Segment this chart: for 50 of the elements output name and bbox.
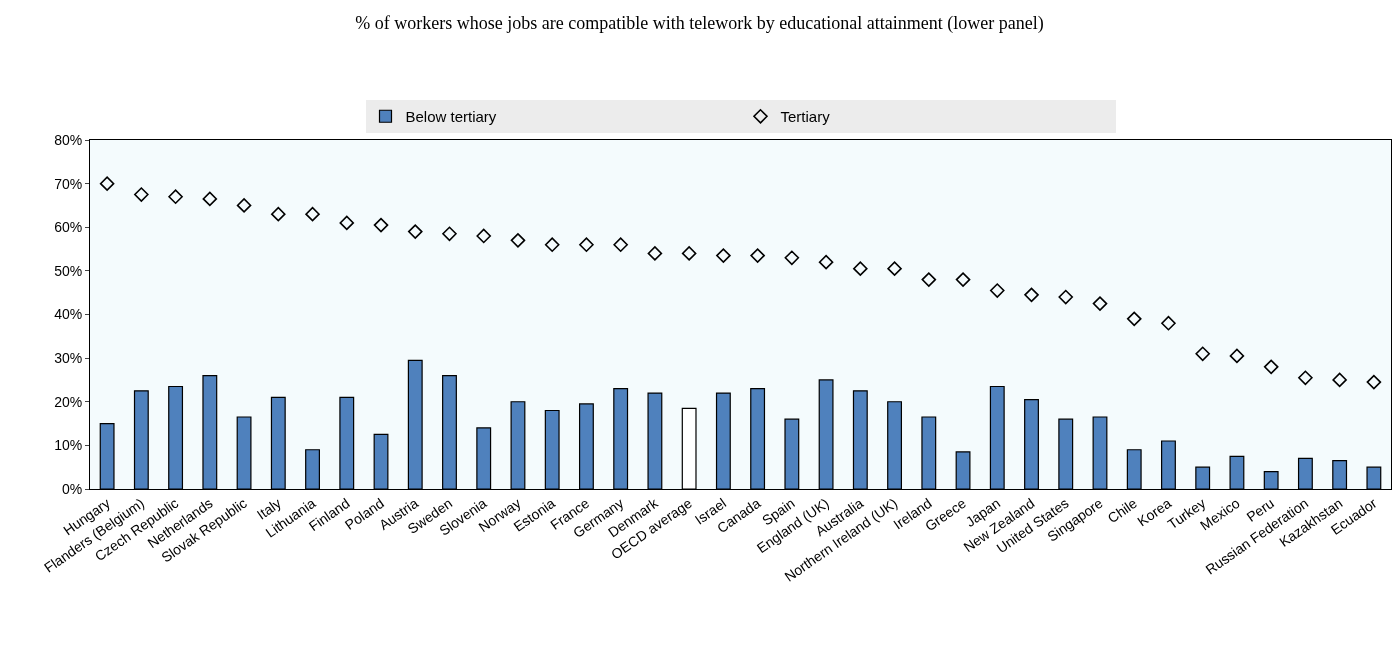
point [134,187,149,202]
point [681,246,697,261]
point [168,189,183,205]
point [1263,359,1279,375]
point [1332,372,1347,388]
y-tick-label: 30% [54,350,83,367]
y-tick-label: 0% [61,480,83,497]
point [1161,315,1176,331]
point [955,272,971,287]
point [579,237,594,252]
point [989,283,1005,298]
y-tick-label: 20% [54,393,83,410]
legend-label: Below tertiary [405,108,497,126]
point [1024,287,1039,303]
y-tick-label: 50% [54,262,83,279]
point [1092,296,1108,311]
point [476,228,492,244]
point [510,233,526,248]
point [647,246,663,261]
point [373,217,389,233]
point [544,237,560,252]
y-tick-label: 80% [54,131,83,148]
point [305,206,320,222]
y-tick-label: 60% [54,219,83,236]
point [236,198,252,213]
point [613,237,628,252]
point [1366,374,1382,390]
point [271,206,286,222]
point [339,215,355,231]
point [1195,346,1210,362]
y-tick-label: 70% [54,175,83,192]
y-tick-label: 40% [54,306,83,323]
point [202,191,218,207]
point [887,261,902,276]
legend-label: Tertiary [780,108,831,126]
point [1229,348,1245,364]
point [1126,311,1142,327]
point [407,224,423,239]
point [99,176,115,191]
point [1058,289,1074,305]
point [921,272,937,287]
point [442,226,457,242]
point [818,254,834,270]
point [784,250,800,266]
point [716,248,731,263]
point [1298,370,1313,386]
y-tick-label: 10% [54,437,83,454]
point [750,248,765,263]
chart-title: % of workers whose jobs are compatible with telework by educational attainment (lower panel) [355,12,1044,34]
point [853,261,868,276]
